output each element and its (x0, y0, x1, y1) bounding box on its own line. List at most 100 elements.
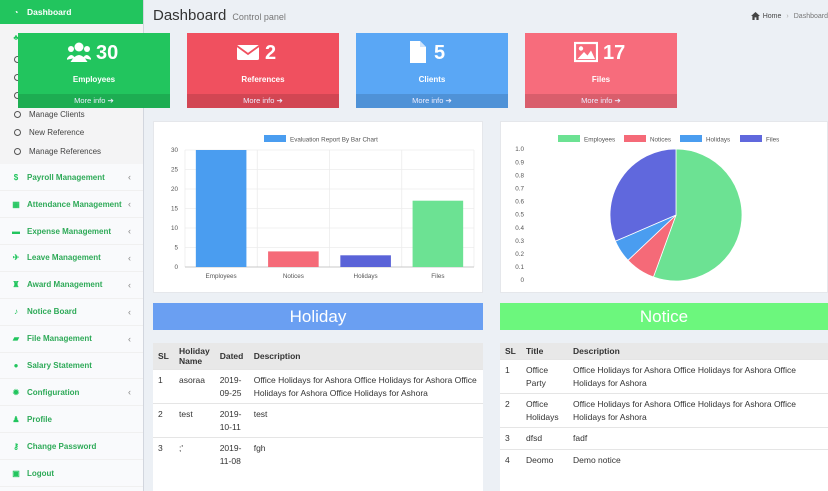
sidebar-item-change-password[interactable]: ⚷ Change Password (0, 433, 143, 461)
sidebar-item-file-management[interactable]: ▰ File Management ‹ (0, 326, 143, 353)
x-tick-label: Files (431, 273, 444, 280)
notice-header: Notice (500, 303, 828, 330)
legend-swatch (680, 135, 702, 142)
submenu-item-label: New Reference (29, 128, 85, 138)
file-icon (405, 40, 429, 64)
column-header: Holiday Name (174, 343, 215, 370)
more-info-link[interactable]: More info ➔ (18, 94, 170, 108)
envelope-icon (236, 40, 260, 64)
column-header: Description (568, 343, 828, 360)
sidebar-item-award-management[interactable]: ♜ Award Management ‹ (0, 272, 143, 299)
lock-icon: ▣ (12, 468, 20, 478)
notice-table: SL Title Description 1 Office Party Office H… (500, 343, 828, 470)
sidebar-item-notice-board[interactable]: ♪ Notice Board ‹ (0, 299, 143, 326)
table-row: 1 Office Party Office Holidays for Ashora … (500, 359, 828, 394)
more-info-label: More info (243, 96, 275, 105)
gear-icon: ✹ (12, 387, 20, 397)
legend-swatch (558, 135, 580, 142)
table-cell: 3 (500, 427, 521, 449)
sidebar-item-label: Expense Management (27, 226, 112, 236)
more-info-label: More info (412, 96, 444, 105)
legend-label: Evaluation Report By Bar Chart (290, 137, 378, 144)
x-tick-label: Notices (283, 273, 304, 280)
pie-slice-files (609, 148, 677, 242)
sidebar-item-expense-management[interactable]: ▬ Expense Management ‹ (0, 218, 143, 246)
breadcrumb-current: Dashboard (793, 12, 828, 20)
home-icon (750, 12, 760, 20)
axis-tick-label: 0.2 (515, 251, 524, 258)
bar-holidays (340, 255, 391, 267)
legend-swatch (624, 135, 646, 142)
chevron-left-icon: ‹ (128, 333, 131, 344)
circle-icon (14, 110, 21, 118)
table-cell: 1 (153, 369, 174, 404)
money-icon: ▬ (12, 226, 20, 236)
image-icon (573, 40, 599, 64)
stat-label: References (241, 75, 285, 84)
table-cell: 2019-09-25 (214, 369, 249, 404)
legend-label: Files (766, 137, 779, 144)
pie-slice-employees (652, 148, 743, 282)
sidebar-item-salary-statement[interactable]: ● Salary Statement (0, 353, 143, 380)
sidebar-item-payroll-management[interactable]: $ Payroll Management ‹ (0, 164, 143, 192)
page-title: Dashboard (153, 7, 227, 24)
chevron-left-icon: ‹ (128, 252, 131, 263)
arrow-circle-right-icon: ➔ (105, 96, 114, 105)
chevron-left-icon: ‹ (128, 172, 131, 183)
submenu-item[interactable]: Manage References (0, 142, 143, 160)
bar-chart: Evaluation Report By Bar Chart 0 5 10 15 20 25… (171, 135, 475, 280)
page-header: Dashboard Control panel (153, 7, 286, 24)
sidebar-item-label: Award Management (27, 280, 103, 290)
legend-label: Holidays (706, 137, 730, 144)
sidebar-item-leave-management[interactable]: ✈ Leave Management ‹ (0, 245, 143, 272)
sidebar-item-label: Notice Board (27, 307, 77, 317)
sidebar-item-configuration[interactable]: ✹ Configuration ‹ (0, 379, 143, 407)
stat-box-files: 17 Files More info ➔ (525, 33, 677, 108)
key-icon: ⚷ (13, 441, 19, 451)
more-info-link[interactable]: More info ➔ (356, 94, 508, 108)
y-tick-label: 20 (171, 186, 179, 193)
axis-tick-label: 0 (520, 277, 524, 284)
sidebar-item-dashboard[interactable]: ◔ Dashboard (0, 0, 143, 24)
table-cell: Deomo (521, 448, 568, 470)
table-cell: Office Holidays for Ashora Office Holida… (248, 369, 483, 404)
sidebar-item-label: Change Password (27, 441, 97, 451)
table-cell: 3 (153, 437, 174, 471)
table-cell: Office Holidays for Ashora Office Holida… (568, 393, 828, 428)
pie-chart-panel: Employees Notices Holidays Files 1.0 0.9 0.8 0.… (500, 121, 828, 293)
holiday-title: Holiday (289, 307, 347, 326)
sidebar-item-label: Logout (27, 468, 55, 478)
holiday-header: Holiday (153, 303, 483, 330)
chevron-left-icon: ‹ (128, 199, 131, 210)
more-info-link[interactable]: More info ➔ (187, 94, 339, 108)
y-tick-label: 25 (171, 167, 179, 174)
table-cell: Office Holidays for Ashora Office Holida… (568, 359, 828, 394)
sidebar-item-label: Dashboard (27, 7, 72, 17)
y-tick-label: 30 (171, 147, 179, 154)
calendar-icon: ▦ (12, 199, 20, 209)
trophy-icon: ♜ (12, 280, 20, 290)
sidebar-item-profile[interactable]: ♟ Profile (0, 406, 143, 434)
table-row: 2 Office Holidays Office Holidays for Asho… (500, 393, 828, 428)
breadcrumb-home[interactable]: Home (762, 12, 782, 20)
table-cell: 2 (153, 403, 174, 438)
table-row: 1 asoraa 2019-09-25 Office Holidays for Ash… (153, 369, 483, 404)
sidebar-item-label: Profile (27, 414, 52, 424)
submenu-item[interactable]: Manage Clients (0, 105, 143, 123)
stat-label: Clients (418, 75, 446, 84)
more-info-link[interactable]: More info ➔ (525, 94, 677, 108)
dashboard-icon: ◔ (13, 7, 19, 17)
table-row: 3 dfsd fadf (500, 427, 828, 449)
sidebar-item-label: Payroll Management (27, 172, 105, 182)
sidebar-item-attendance-management[interactable]: ▦ Attendance Management ‹ (0, 191, 143, 219)
chevron-left-icon: ‹ (128, 387, 131, 398)
bell-icon: ♪ (14, 307, 18, 317)
chart-legend: Evaluation Report By Bar Chart (264, 135, 378, 144)
submenu-item[interactable]: New Reference (0, 124, 143, 142)
sidebar-item-label: Salary Statement (27, 361, 92, 371)
legend-swatch (740, 135, 762, 142)
bar-employees (195, 150, 247, 267)
sidebar-item-logout[interactable]: ▣ Logout (0, 460, 143, 488)
bar-files (412, 200, 464, 267)
circle-icon: ● (13, 361, 19, 371)
